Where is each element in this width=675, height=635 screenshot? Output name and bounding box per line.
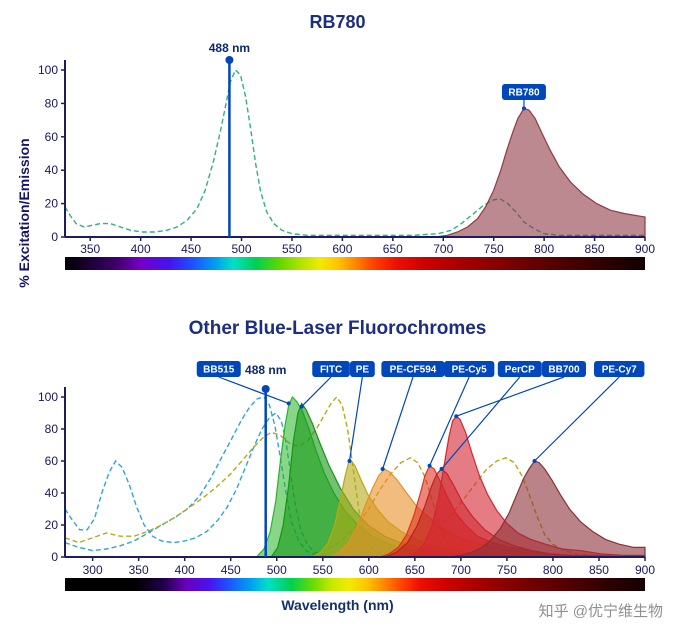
x-tick-label: 900	[635, 563, 655, 577]
callout-box	[381, 361, 445, 377]
y-tick-label: 20	[45, 197, 59, 211]
callout-box	[541, 361, 586, 377]
callout-label: BB700	[548, 365, 580, 376]
callout-box	[443, 361, 495, 377]
x-tick-label: 650	[405, 563, 425, 577]
x-tick-label: 350	[129, 563, 149, 577]
callout-line	[301, 376, 332, 408]
x-tick-label: 700	[451, 563, 471, 577]
x-tick-label: 650	[383, 242, 403, 256]
callout-target-dot	[286, 401, 291, 406]
y-tick-label: 40	[45, 163, 59, 177]
fluorochromes-chart-title: Other Blue-Laser Fluorochromes	[188, 318, 487, 339]
callout-box	[312, 361, 350, 377]
x-tick-label: 800	[543, 563, 563, 577]
callout-label: BB515	[203, 365, 235, 376]
callout-box	[594, 361, 645, 377]
series-PE-Cy7-emission	[449, 460, 646, 558]
y-tick-label: 0	[51, 550, 58, 564]
series-RB780-emission	[435, 107, 646, 238]
x-tick-label: 550	[313, 563, 333, 577]
fluorochromes-spectrum-chart: 0 20 40 60 80 100 300 350 400 450 500 550 600 650 700 7…	[38, 361, 655, 577]
x-tick-label: 450	[221, 563, 241, 577]
spectrum-colorbar-top	[65, 257, 645, 270]
x-tick-label: 600	[332, 242, 352, 256]
callout-box	[501, 84, 546, 100]
rb780-chart-title: RB780	[309, 12, 366, 32]
y-tick-label: 100	[38, 63, 58, 77]
y-tick-label: 100	[38, 390, 58, 404]
y-tick-label: 60	[45, 454, 59, 468]
callout-line	[534, 376, 620, 462]
spectrum-colorbar-bottom	[65, 578, 645, 591]
callout-label: PE	[356, 365, 370, 376]
callout-label: RB780	[508, 88, 540, 99]
x-tick-label: 850	[585, 242, 605, 256]
x-tick-label: 500	[267, 563, 287, 577]
x-tick-label: 750	[497, 563, 517, 577]
x-axis-label: Wavelength (nm)	[281, 597, 394, 613]
callout-target-dot	[299, 404, 304, 409]
callout-target-dot	[532, 459, 537, 463]
series-RB780-excitation	[64, 68, 645, 236]
x-tick-label: 800	[534, 242, 554, 256]
callout-label: PE-CF594	[390, 365, 437, 376]
laser-label: 488 nm	[209, 41, 250, 55]
callout-target-dot	[380, 467, 385, 471]
callout-line	[348, 376, 363, 462]
callout-target-dot	[521, 106, 526, 111]
y-tick-label: 0	[51, 230, 58, 244]
watermark-text: 知乎 @优宁维生物	[538, 603, 663, 620]
laser-label: 488 nm	[245, 363, 286, 377]
x-tick-label: 400	[131, 242, 151, 256]
callout-target-dot	[439, 467, 444, 471]
callout-line	[218, 376, 289, 404]
y-tick-label: 80	[45, 422, 59, 436]
x-tick-label: 450	[181, 242, 201, 256]
x-tick-label: 300	[83, 563, 103, 577]
series-PerCP-excitation	[64, 412, 337, 558]
x-tick-label: 900	[635, 242, 655, 256]
x-tick-label: 400	[175, 563, 195, 577]
callout-label: PerCP	[505, 365, 535, 376]
y-tick-label: 40	[45, 486, 59, 500]
callout-line	[441, 376, 521, 470]
callout-box	[497, 361, 542, 377]
y-tick-label: 80	[45, 96, 59, 110]
callout-target-dot	[454, 414, 459, 419]
y-tick-label: 60	[45, 130, 59, 144]
callout-line	[456, 376, 565, 417]
laser-dot	[225, 56, 234, 64]
callout-target-dot	[347, 459, 352, 463]
callout-label: PE-Cy7	[602, 365, 637, 376]
callout-label: PE-Cy5	[452, 365, 487, 376]
callout-line	[429, 376, 470, 467]
series-BB515-FITC-excitation	[64, 396, 328, 558]
callout-box	[349, 361, 375, 377]
callout-box	[196, 361, 241, 377]
callout-label: FITC	[320, 365, 342, 376]
x-tick-label: 350	[80, 242, 100, 256]
x-tick-label: 600	[359, 563, 379, 577]
callout-target-dot	[427, 463, 432, 468]
rb780-spectrum-chart: 0 20 40 60 80 100 350 400 450 500 550 600 650 700 750 8…	[38, 41, 655, 256]
y-tick-label: 20	[45, 518, 59, 532]
x-tick-label: 550	[282, 242, 302, 256]
x-tick-label: 500	[232, 242, 252, 256]
x-tick-label: 850	[589, 563, 609, 577]
x-tick-label: 750	[484, 242, 504, 256]
callout-line	[382, 376, 414, 470]
laser-dot	[261, 385, 270, 393]
x-tick-label: 700	[433, 242, 453, 256]
